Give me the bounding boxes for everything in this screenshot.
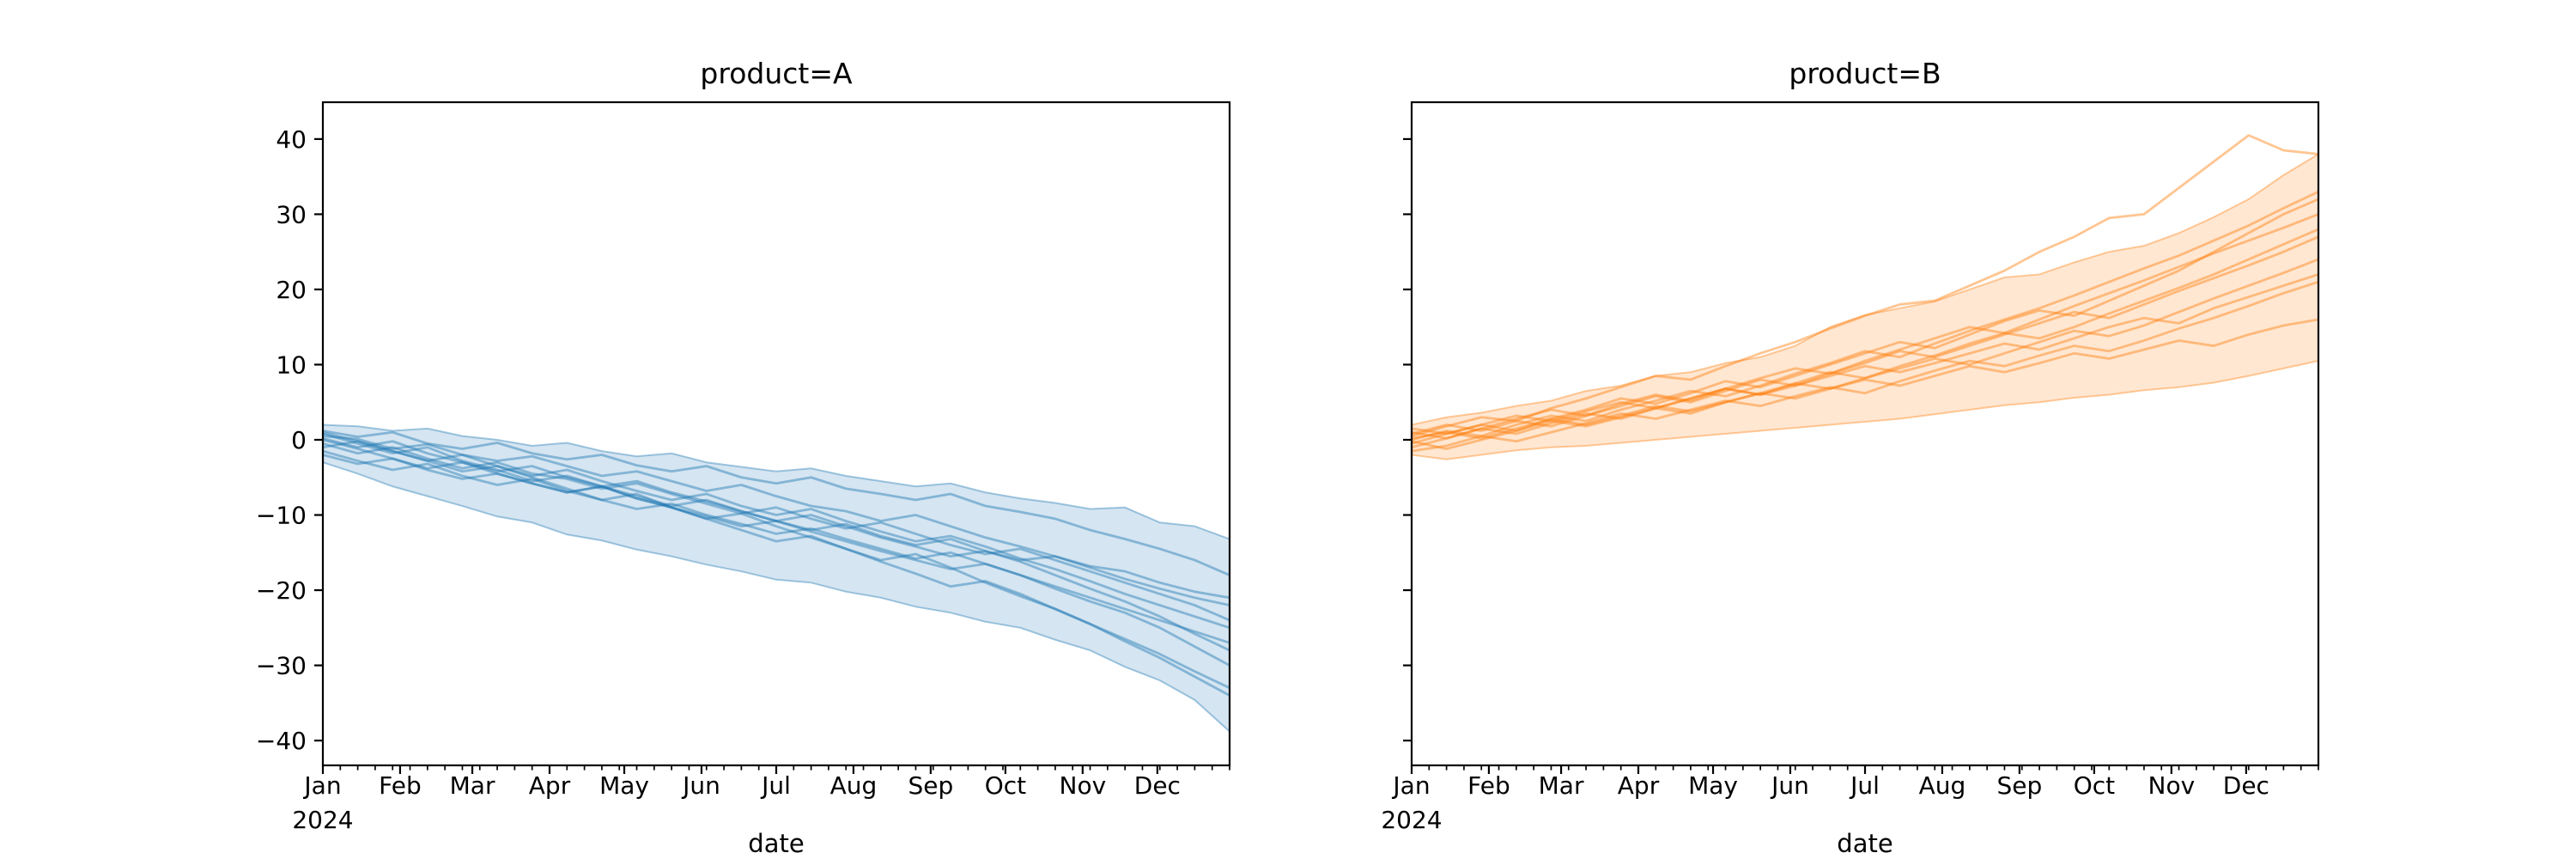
x-tick-label: Nov [1060, 771, 1107, 800]
x-tick-label: Jun [681, 771, 720, 800]
series-line [1412, 318, 2318, 440]
x-tick-label: Apr [529, 771, 571, 800]
x-tick-label: Jun [1770, 771, 1809, 800]
y-tick-label: 0 [291, 426, 307, 454]
x-tick-label: Aug [1919, 771, 1966, 800]
plot-border [1410, 101, 2320, 767]
series-line [323, 438, 1230, 667]
series-line [323, 449, 1230, 644]
series-line [1412, 190, 2318, 442]
series-line [1412, 134, 2318, 438]
series-line [323, 430, 1230, 698]
x-tick-label: Oct [985, 771, 1026, 800]
x-tick-label: Feb [1467, 771, 1510, 800]
panel-b-x-axis-label: date [1837, 829, 1893, 858]
envelope-band [1412, 153, 2318, 460]
panel-b-year-label: 2024 [1381, 806, 1443, 834]
x-tick-label: Feb [379, 771, 422, 800]
y-tick-label: −40 [256, 727, 307, 755]
x-tick-label: Jan [302, 771, 341, 800]
y-tick-label: 10 [276, 350, 307, 379]
series-line [323, 435, 1230, 600]
x-tick-label: Jul [760, 771, 791, 800]
x-tick-label: Jan [1391, 771, 1430, 800]
x-tick-label: Sep [1996, 771, 2042, 800]
y-tick-label: 20 [276, 276, 307, 304]
plot-border [321, 101, 1231, 767]
x-tick-label: Aug [830, 771, 878, 800]
panel-a-x-axis-label: date [748, 829, 805, 858]
series-line [323, 442, 1230, 622]
series-line [1412, 213, 2318, 440]
panel-b: Jan Feb Mar Apr May Jun Jul Aug Sep Oct Nov Dec [1391, 101, 2320, 800]
series-line [1412, 258, 2318, 450]
y-tick-label: 40 [276, 125, 307, 154]
x-tick-label: Mar [450, 771, 495, 800]
x-tick-label: May [1688, 771, 1738, 800]
x-tick-label: Jul [1849, 771, 1880, 800]
y-tick-label: 30 [276, 200, 307, 228]
panel-a-title: product=A [700, 57, 853, 90]
x-tick-label: Apr [1618, 771, 1660, 800]
x-tick-label: Oct [2074, 771, 2115, 800]
series-line [1412, 228, 2318, 449]
x-tick-label: Dec [1134, 771, 1181, 800]
series-line [323, 454, 1230, 606]
series-line [1412, 198, 2318, 445]
y-tick-label: −10 [256, 502, 307, 530]
panel-a: Jan Feb Mar Apr May Jun Jul Aug Sep Oct Nov Dec 40 30… [256, 101, 1231, 800]
series-line [323, 432, 1230, 690]
x-tick-label: Mar [1539, 771, 1584, 800]
series-line [1412, 280, 2318, 453]
series-line [1412, 235, 2318, 436]
y-tick-label: −30 [256, 652, 307, 680]
series-line [323, 436, 1230, 652]
panel-a-year-label: 2024 [292, 806, 354, 834]
series-line [323, 440, 1230, 630]
series-line [323, 430, 1230, 576]
envelope-band [323, 423, 1230, 733]
panel-b-title: product=B [1789, 57, 1941, 90]
y-tick-label: −20 [256, 576, 307, 605]
x-tick-label: Dec [2223, 771, 2269, 800]
x-tick-label: Nov [2148, 771, 2196, 800]
x-tick-label: May [599, 771, 649, 800]
series-line [1412, 273, 2318, 436]
x-tick-label: Sep [908, 771, 953, 800]
